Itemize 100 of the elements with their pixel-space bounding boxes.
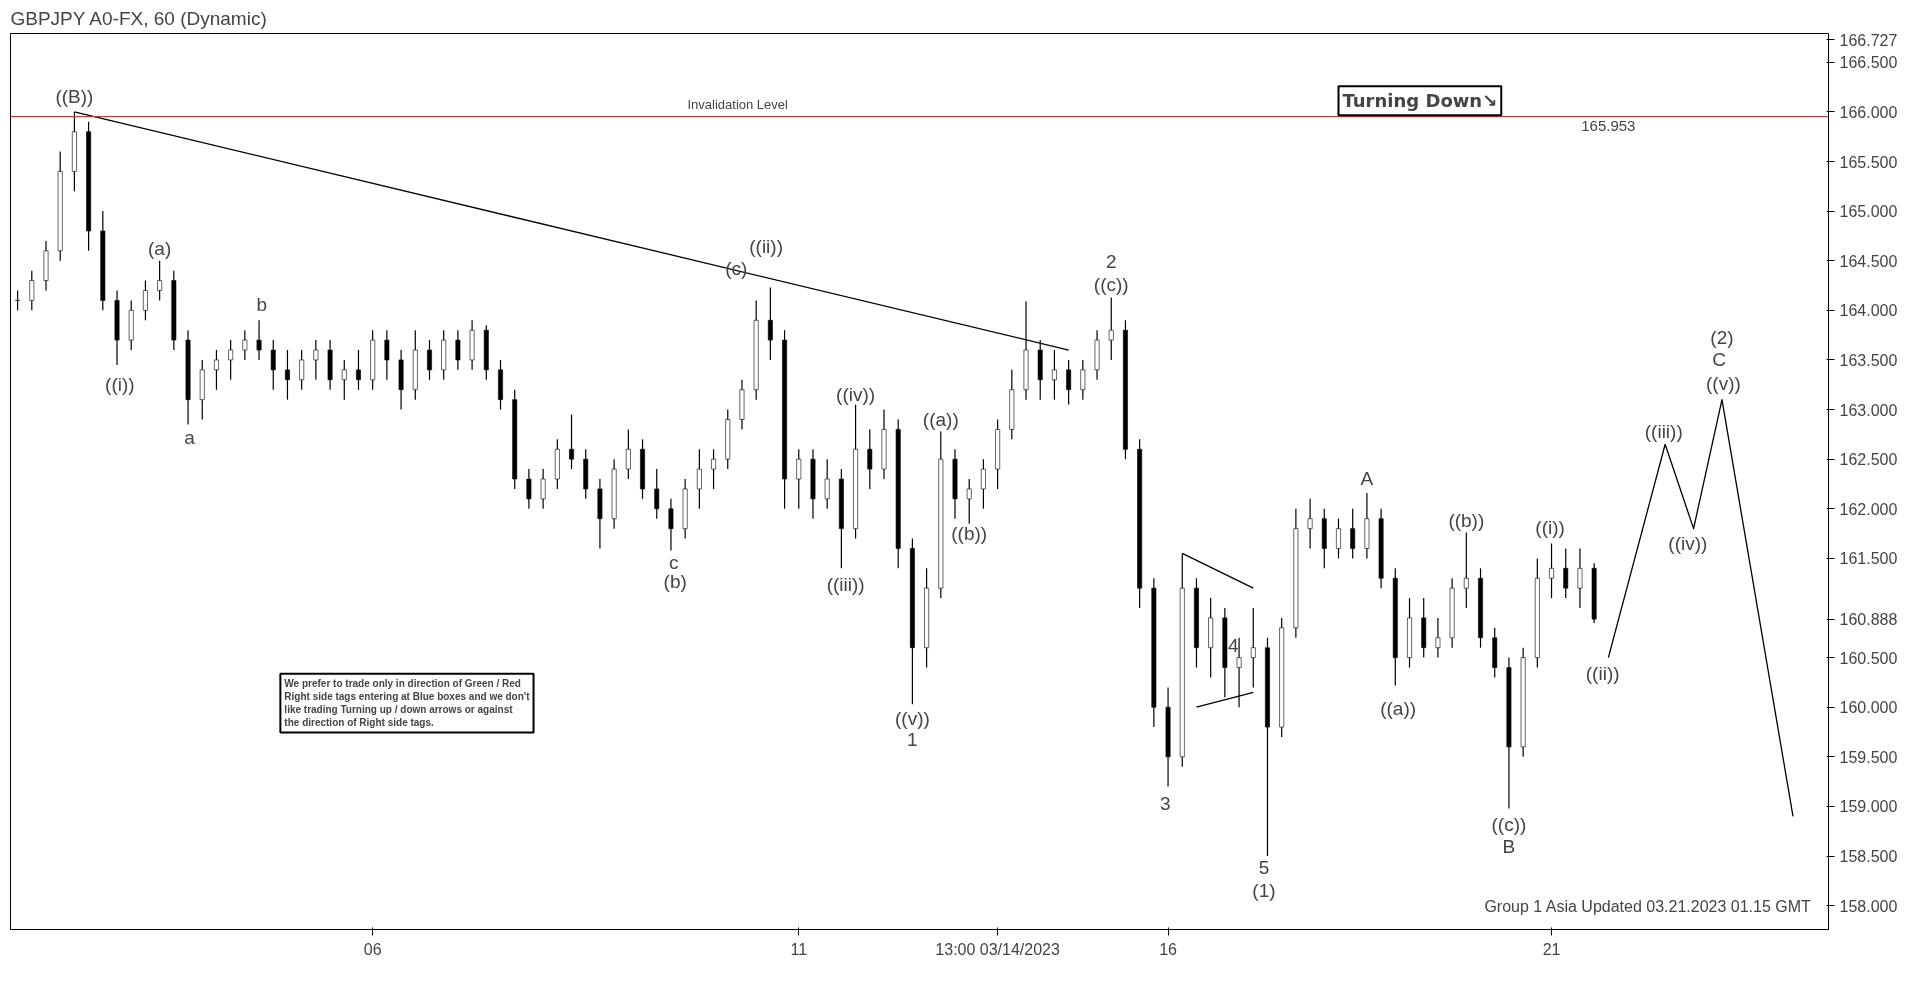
annotation: ((iii))	[1644, 420, 1683, 442]
annotation: 5	[1258, 857, 1270, 879]
candlestick	[540, 468, 546, 510]
annotation: c	[669, 551, 679, 573]
y-tick-label: 159.000	[1839, 798, 1898, 816]
candlestick	[1549, 542, 1554, 599]
candlestick	[1563, 547, 1569, 599]
candlestick	[313, 339, 319, 381]
candlestick	[285, 349, 290, 401]
candlestick	[143, 279, 148, 321]
y-tick-label: 158.500	[1839, 848, 1898, 866]
candlestick	[1080, 359, 1086, 401]
y-tick-label: 164.500	[1839, 252, 1898, 270]
y-tick-label: 166.727	[1839, 31, 1898, 49]
annotation: ((b))	[951, 522, 988, 544]
annotation: ((iv))	[836, 384, 876, 406]
annotation: ((iii))	[826, 574, 865, 596]
y-tick-label: 163.000	[1839, 401, 1898, 419]
annotation: ((iv))	[1668, 532, 1708, 554]
candlestick	[1250, 607, 1256, 688]
annotation: ((a))	[1380, 697, 1417, 719]
annotation: ((i))	[1535, 516, 1565, 538]
x-tick-label: 21	[1542, 940, 1561, 958]
annotation: 3	[1159, 792, 1171, 814]
annotation: 2	[1105, 250, 1117, 272]
candlestick	[625, 428, 631, 480]
candlestick	[980, 458, 986, 510]
y-tick-label: 165.000	[1839, 203, 1898, 221]
annotation: ((i))	[105, 374, 135, 396]
candlestick	[455, 329, 461, 371]
annotation: ((b))	[1448, 510, 1485, 532]
annotation: (1)	[1252, 879, 1276, 901]
candlestick	[796, 448, 802, 510]
y-tick-label: 160.500	[1839, 649, 1898, 667]
candlestick	[299, 349, 305, 391]
candlestick	[256, 319, 262, 361]
annotation: a	[184, 427, 196, 449]
candlestick	[824, 458, 830, 510]
candlestick	[1350, 508, 1356, 559]
candlestick	[696, 448, 702, 510]
annotation: 4	[1228, 634, 1240, 656]
candlestick	[569, 413, 574, 470]
candlestick	[711, 448, 716, 490]
annotation: C	[1712, 349, 1727, 371]
y-tick-label: 158.000	[1839, 897, 1898, 915]
y-tick-label: 163.500	[1839, 351, 1898, 369]
candlestick	[526, 468, 532, 510]
annotation: (2)	[1710, 326, 1734, 348]
y-tick-label: 160.888	[1839, 611, 1898, 629]
annotation: ((ii))	[749, 236, 783, 258]
y-tick-label: 162.000	[1839, 500, 1898, 518]
candlestick	[214, 349, 219, 391]
chart-title: GBPJPY A0-FX, 60 (Dynamic)	[10, 7, 267, 29]
ref-line-label: Invalidation Level	[687, 96, 789, 112]
annotation: ((c))	[1491, 814, 1527, 836]
candlestick	[767, 286, 773, 361]
candlestick	[1307, 498, 1313, 550]
candlestick	[15, 289, 21, 311]
candlestick	[228, 339, 234, 381]
candlestick	[242, 329, 248, 361]
candlestick	[1463, 532, 1469, 609]
annotation: We prefer to trade only in direction of Green / Red Right side tags entering at Blue boxes and we don't like trading Turning up / down arrows or against the direction of Right side tags.	[284, 677, 531, 729]
candlestick	[654, 468, 660, 520]
y-tick-label: 166.000	[1839, 103, 1898, 121]
annotation: ((v))	[894, 707, 930, 729]
annotation: ((B))	[55, 85, 94, 107]
annotation: ((v))	[1705, 373, 1741, 395]
annotation: (b)	[663, 571, 687, 593]
candlestick	[29, 270, 35, 311]
candlestick	[966, 478, 972, 525]
x-tick-label: 06	[363, 940, 382, 958]
annotation: 1	[907, 729, 918, 751]
candlestick	[341, 359, 347, 401]
annotation: A	[1360, 468, 1374, 490]
annotation: Group 1 Asia Updated 03.21.2023 01.15 GMT	[1484, 897, 1812, 915]
y-tick-label: 166.500	[1839, 54, 1898, 72]
x-tick-label: 13:00 03/14/2023	[935, 940, 1060, 958]
candlestick	[867, 428, 873, 490]
candlestick	[356, 349, 361, 391]
y-tick-label: 159.500	[1839, 748, 1898, 766]
annotation: (a)	[148, 238, 172, 260]
y-tick-label: 164.000	[1839, 302, 1898, 320]
y-tick-label: 161.500	[1839, 550, 1898, 568]
candlestick	[1577, 547, 1583, 609]
x-tick-label: 11	[790, 940, 808, 958]
candlestick	[1066, 359, 1072, 406]
candlestick	[270, 339, 276, 391]
y-tick-label: 165.500	[1839, 153, 1898, 171]
annotation: Turning Down↘	[1342, 90, 1498, 112]
y-tick-label: 160.000	[1839, 699, 1898, 717]
candlestick	[1052, 349, 1057, 401]
candlestick	[427, 339, 432, 381]
candlestick	[1108, 296, 1114, 361]
annotation: 165.953	[1581, 116, 1636, 134]
candlestick	[1336, 518, 1341, 559]
candlestick	[384, 329, 390, 381]
annotation: b	[256, 293, 268, 315]
y-tick-label: 162.500	[1839, 451, 1898, 469]
candlestick	[157, 260, 163, 302]
annotation: B	[1502, 835, 1516, 857]
